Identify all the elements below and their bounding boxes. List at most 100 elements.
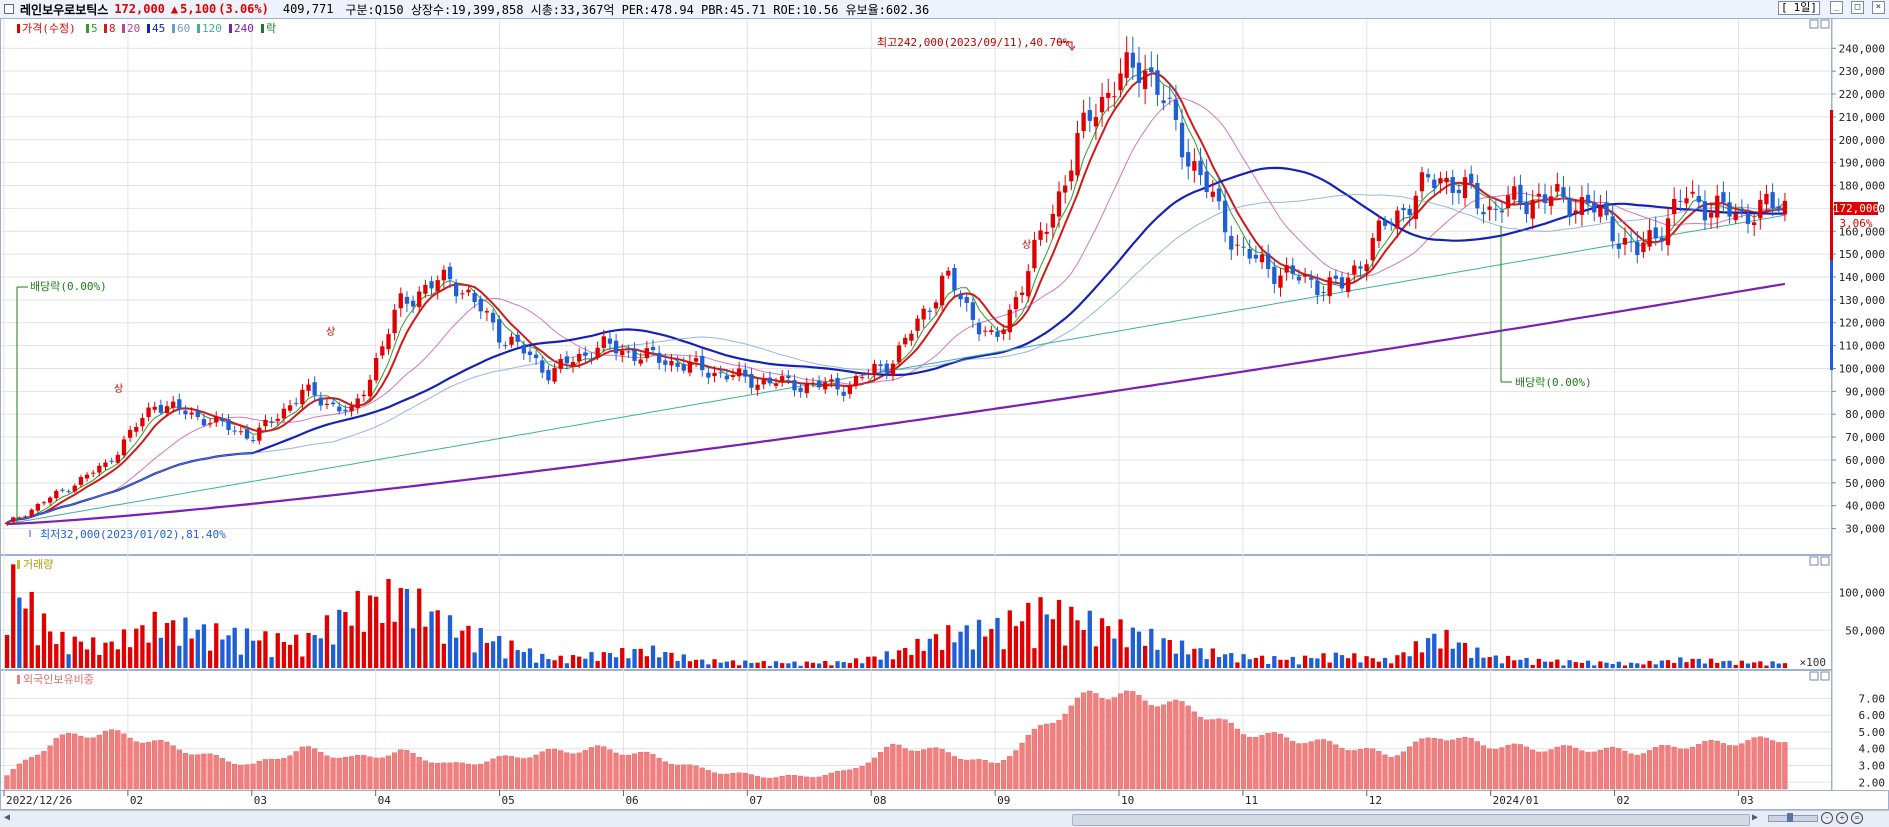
candle-body — [810, 382, 816, 385]
stock-selector-icon[interactable] — [4, 4, 14, 14]
candle-body — [657, 352, 662, 363]
foreign-bar — [1173, 699, 1179, 790]
candle-body — [263, 419, 268, 427]
close-button[interactable]: × — [1872, 1, 1885, 14]
candle-body — [1081, 112, 1086, 132]
candle-body — [860, 377, 865, 379]
scroll-left-icon[interactable]: ◀ — [4, 812, 11, 823]
foreign-bar — [244, 764, 250, 790]
volume-bar — [958, 631, 963, 668]
foreign-bar — [1037, 725, 1044, 790]
foreign-bar — [865, 762, 871, 790]
foreign-tick-label: 4.00 — [1859, 743, 1886, 756]
volume-bar — [1130, 627, 1135, 668]
foreign-bar — [16, 763, 22, 790]
foreign-bar — [1265, 732, 1271, 790]
volume-bar — [484, 642, 490, 668]
volume-bar — [767, 665, 773, 668]
volume-bar — [490, 641, 496, 668]
foreign-bar — [705, 770, 711, 790]
candle-body — [441, 269, 447, 281]
candle-body — [490, 312, 496, 323]
scroll-right-icon[interactable]: ▶ — [1752, 812, 1759, 823]
date-axis: 2022/12/26 02 03 04 05 06 07 08 09 10 11 12 2024/01 0… — [3, 790, 1754, 807]
stats-line: 구분:Q150 상장수:19,399,858 시총:33,367억 PER:47… — [345, 2, 930, 17]
candle-body — [1266, 253, 1271, 269]
volume-bar — [1099, 618, 1105, 668]
foreign-bar — [1105, 699, 1111, 790]
foreign-panel-buttons[interactable] — [1809, 671, 1830, 681]
candle-body — [337, 406, 342, 412]
zoom-in-icon[interactable]: + — [1836, 812, 1848, 824]
candle-body — [946, 270, 951, 276]
foreign-bar — [1031, 728, 1037, 790]
volume-bar — [91, 637, 96, 668]
candle-body — [330, 402, 336, 405]
volume-panel-buttons[interactable] — [1809, 556, 1830, 566]
zoom-slider[interactable] — [1768, 812, 1818, 822]
candle-body — [1032, 239, 1037, 269]
volume-bar — [1499, 663, 1505, 668]
volume-bar — [4, 635, 10, 668]
volume-bar — [453, 637, 459, 668]
minimize-button[interactable]: _ — [1830, 1, 1843, 14]
foreign-bar — [1726, 745, 1733, 790]
foreign-bar — [1683, 748, 1690, 790]
volume-bar — [244, 628, 250, 668]
candle-body — [1296, 276, 1302, 281]
volume-bar — [1745, 663, 1751, 668]
candle-body — [1056, 191, 1062, 217]
candle-body — [595, 347, 600, 358]
candle-body — [1364, 264, 1369, 271]
candle-body — [1222, 200, 1228, 233]
volume-bar — [1204, 659, 1209, 668]
volume-bar — [1106, 626, 1111, 668]
volume-bar — [343, 612, 348, 668]
candle-body — [903, 337, 908, 345]
period-selector[interactable]: [1일] — [1778, 1, 1820, 15]
price-panel-buttons[interactable] — [1809, 19, 1830, 29]
volume-bar — [884, 651, 889, 668]
zoom-reset-icon[interactable]: = — [1851, 812, 1863, 824]
foreign-bar — [828, 772, 834, 790]
candle-body — [1610, 216, 1615, 242]
foreign-bar — [127, 737, 133, 790]
foreign-bar — [785, 775, 791, 790]
foreign-bar — [152, 740, 158, 790]
candle-body — [546, 369, 551, 381]
volume-bar — [1395, 655, 1400, 668]
volume-bar — [1259, 655, 1265, 668]
foreign-bar — [767, 778, 773, 790]
volume-tick-label: 50,000 — [1845, 624, 1885, 637]
foreign-bar — [1050, 722, 1056, 790]
foreign-bar — [1591, 751, 1597, 790]
foreign-bar — [22, 759, 29, 790]
foreign-bar — [607, 749, 613, 790]
maximize-button[interactable]: □ — [1851, 1, 1864, 14]
foreign-bar — [1579, 750, 1585, 790]
volume-bar — [540, 653, 545, 668]
foreign-bar — [1468, 738, 1474, 790]
volume-bar — [1044, 614, 1049, 668]
volume-bar — [829, 665, 834, 668]
foreign-bar — [59, 734, 65, 790]
candle-body — [736, 368, 742, 377]
volume-bar — [97, 654, 102, 668]
candle-body — [1776, 206, 1781, 210]
chart-area[interactable]: 30,000 40,000 50,000 60,000 70,000 80,000 90,0… — [0, 0, 1889, 810]
foreign-bar — [1160, 704, 1167, 790]
candle-body — [380, 346, 385, 356]
candle-body — [84, 474, 90, 479]
foreign-bar — [1702, 741, 1708, 790]
candle-body — [583, 352, 588, 356]
foreign-bar — [1204, 719, 1210, 790]
volume-title: 거래량 — [17, 558, 53, 571]
svg-text:최고242,000(2023/09/11),40.70%: 최고242,000(2023/09/11),40.70% — [877, 36, 1070, 49]
zoom-out-icon[interactable]: - — [1821, 812, 1833, 824]
scroll-thumb[interactable] — [1072, 814, 1750, 826]
scroll-bar[interactable]: ◀ ▶ - + = — [0, 810, 1889, 827]
foreign-bar — [441, 762, 447, 790]
volume-bar — [681, 654, 686, 668]
volume-bar — [367, 595, 373, 668]
volume-bar — [1124, 647, 1129, 668]
